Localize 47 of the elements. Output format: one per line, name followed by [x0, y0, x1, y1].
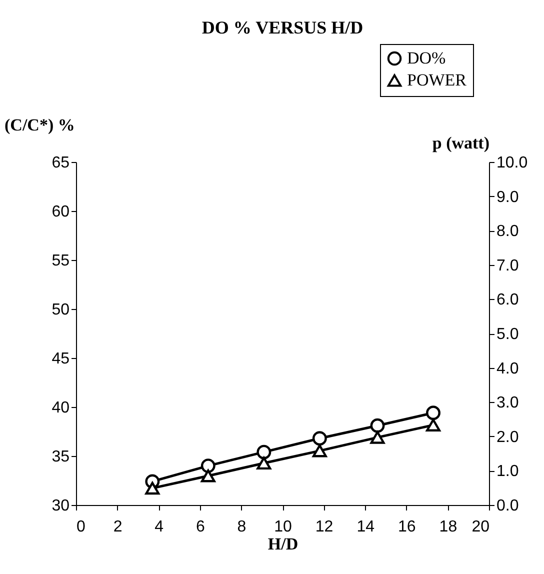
x-tick-label: 6 — [196, 518, 205, 536]
legend-label: POWER — [407, 70, 468, 90]
y-tick-label: 40 — [52, 400, 70, 416]
x-tick-label: 14 — [356, 518, 375, 536]
point — [256, 456, 272, 470]
point — [256, 444, 272, 460]
y-tick-label: 60 — [52, 204, 70, 220]
y2-tick-label: 0.0 — [496, 498, 519, 514]
y-tick-label: 35 — [52, 448, 70, 466]
y2-tick-label: 8.0 — [496, 223, 519, 240]
y2-tick-label: 7.0 — [496, 257, 519, 274]
point — [200, 458, 216, 474]
x-tick-label: 0 — [76, 518, 86, 536]
point — [426, 406, 440, 420]
x-tick-label: 2 — [113, 518, 122, 536]
y2-tick-label: 10.0 — [496, 154, 528, 172]
y2-tick-label: 5.0 — [496, 326, 519, 343]
x-tick-label: 4 — [154, 518, 164, 536]
y2-axis-title: p (watt) — [432, 134, 490, 152]
point — [370, 431, 385, 444]
x-axis-title: H/D — [268, 534, 298, 554]
y2-tick-label: 6.0 — [496, 292, 519, 309]
legend-label: DO% — [407, 48, 446, 68]
y2-tick-label: 4.0 — [496, 360, 519, 378]
point — [370, 418, 385, 433]
x-tick-label: 12 — [315, 518, 334, 536]
y2-tick-label: 3.0 — [496, 394, 519, 412]
point — [312, 444, 327, 458]
x-tick-label: 18 — [439, 518, 458, 536]
y2-tick-label: 9.0 — [496, 188, 519, 206]
point — [200, 469, 216, 482]
point — [426, 418, 440, 432]
point — [312, 431, 327, 446]
point — [145, 482, 160, 495]
y2-tick-label: 1.0 — [496, 463, 519, 480]
chart-title: DO % VERSUS H/D — [202, 18, 364, 38]
y-tick-label: 45 — [52, 350, 70, 368]
y2-tick-label: 2.0 — [496, 428, 519, 446]
y-tick-label: 55 — [52, 252, 70, 270]
x-tick-label: 20 — [472, 518, 490, 536]
y-axis-title: (C/C*) % — [4, 116, 75, 134]
y-tick-label: 30 — [52, 498, 70, 514]
x-tick-label: 16 — [398, 518, 416, 536]
y-tick-label: 50 — [52, 302, 70, 318]
y-tick-label: 65 — [52, 154, 70, 172]
x-tick-label: 8 — [237, 518, 246, 536]
x-tick-label: 10 — [274, 518, 292, 536]
